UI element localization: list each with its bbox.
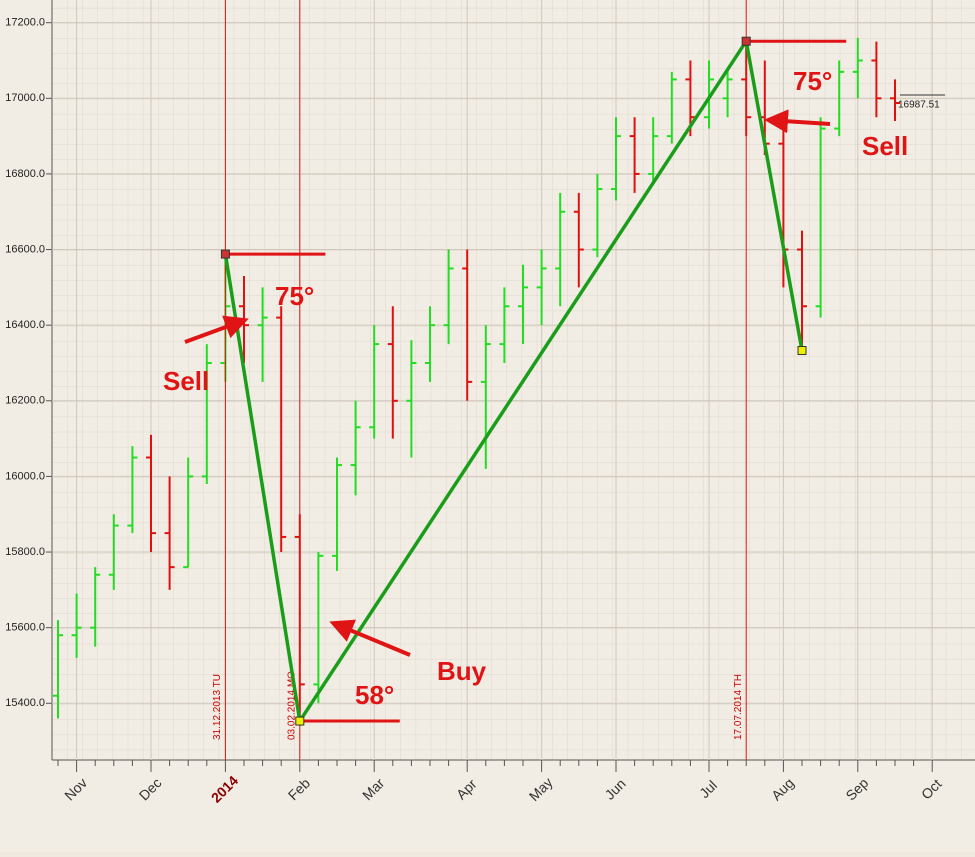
angle-label: 75° [793, 66, 832, 96]
y-tick-label: 17000.0 [5, 92, 45, 104]
pivot [295, 716, 305, 726]
y-tick-label: 16800.0 [5, 168, 45, 180]
y-tick-label: 15400.0 [5, 697, 45, 709]
last-price-label: 16987.51 [898, 100, 940, 111]
vertical-line-label: 03.02.2014 MO [286, 671, 297, 740]
y-tick-label: 15800.0 [5, 546, 45, 558]
signal-arrow [184, 315, 249, 344]
y-tick-label: 17200.0 [5, 17, 45, 29]
vertical-line-label: 31.12.2013 TU [212, 674, 223, 740]
vertical-line-label: 17.07.2014 TH [733, 674, 744, 740]
y-tick-label: 15600.0 [5, 622, 45, 634]
angle-label: 58° [355, 680, 394, 710]
pivot [741, 36, 751, 46]
y-tick-label: 16000.0 [5, 470, 45, 482]
signal-label: Buy [437, 656, 487, 686]
signal-arrow [329, 619, 411, 657]
signal-label: Sell [163, 366, 209, 396]
angle-label: 75° [275, 281, 314, 311]
y-tick-label: 16200.0 [5, 395, 45, 407]
signal-label: Sell [862, 131, 908, 161]
zigzag [223, 36, 804, 726]
pivot [797, 346, 807, 356]
signal-arrow [764, 109, 831, 134]
pivot [220, 249, 230, 259]
y-tick-label: 16600.0 [5, 243, 45, 255]
y-tick-label: 16400.0 [5, 319, 45, 331]
